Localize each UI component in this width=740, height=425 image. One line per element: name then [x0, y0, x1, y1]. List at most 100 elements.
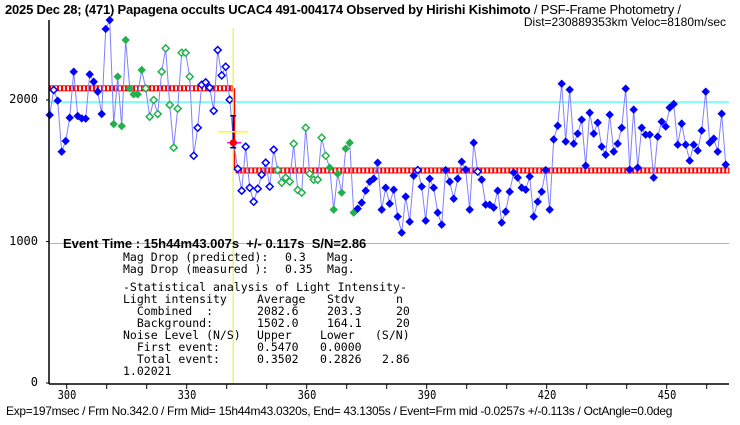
data-point: [265, 182, 275, 192]
data-point: [673, 140, 682, 149]
data-point: [505, 187, 514, 196]
data-point: [689, 140, 698, 149]
background-label: Background:: [123, 316, 214, 330]
footer-info: Exp=197msec / Frm No.342.0 / Frm Mid= 15…: [6, 404, 673, 418]
data-point: [189, 151, 199, 161]
mag-drop-measured-value: 0.35: [285, 262, 313, 276]
first-event-lower: 0.0000: [320, 340, 362, 354]
data-point: [633, 163, 642, 172]
data-point: [613, 139, 622, 148]
data-point: [557, 79, 566, 88]
data-point: [637, 123, 646, 132]
data-point: [585, 108, 594, 117]
data-point: [401, 192, 410, 201]
data-point: [53, 96, 62, 105]
data-point: [489, 203, 498, 212]
stats-heading: -Statistical analysis of Light Intensity…: [123, 280, 407, 294]
combined-data-point: [113, 72, 122, 81]
combined-data-point: [277, 178, 287, 188]
data-point: [469, 138, 478, 147]
data-series: [45, 15, 730, 237]
combined-data-point: [341, 144, 350, 153]
data-point: [81, 114, 90, 123]
mag-unit: Mag.: [327, 262, 355, 276]
data-point: [477, 175, 486, 184]
data-point: [549, 135, 558, 144]
data-point: [473, 167, 483, 177]
data-point: [705, 138, 714, 147]
combined-data-point: [317, 133, 327, 143]
data-point: [445, 177, 454, 186]
data-point: [449, 194, 458, 203]
data-point: [537, 187, 546, 196]
data-point: [73, 111, 82, 121]
data-point: [85, 70, 94, 79]
distance-velocity: Dist=230889353km Veloc=8180m/sec: [523, 15, 726, 29]
data-point: [417, 182, 426, 191]
data-point: [545, 205, 554, 214]
y-tick-label: 2000: [9, 92, 38, 106]
event-markers: [218, 28, 249, 383]
data-point: [61, 136, 70, 146]
data-point: [253, 184, 263, 194]
data-point: [377, 205, 386, 214]
data-point: [361, 186, 370, 195]
data-point: [245, 183, 255, 193]
data-point: [681, 140, 690, 149]
combined-data-point: [149, 95, 159, 105]
data-point: [357, 198, 366, 207]
data-point: [257, 170, 267, 180]
combined-data-point: [121, 35, 130, 45]
data-point: [597, 142, 606, 151]
col-sn: (S/N): [375, 328, 410, 342]
data-point: [653, 132, 662, 141]
data-point: [617, 123, 626, 132]
data-point: [601, 150, 610, 159]
data-point: [57, 147, 66, 156]
data-point: [721, 160, 730, 169]
data-point: [389, 185, 398, 194]
data-point: [221, 62, 231, 72]
data-point: [429, 183, 438, 192]
y-tick-label: 0: [30, 375, 38, 389]
combined-data-point: [145, 112, 155, 122]
combined-data-point: [173, 104, 183, 114]
x-tick-label: 390: [417, 388, 436, 402]
total-event-sn: 2.86: [382, 352, 410, 366]
data-point: [241, 142, 251, 152]
data-point: [553, 121, 562, 130]
data-point: [369, 174, 378, 183]
data-point: [497, 218, 506, 227]
combined-stdv: 203.3: [327, 304, 362, 318]
data-point: [649, 173, 658, 182]
combined-data-point: [325, 163, 334, 172]
col-stdv: Stdv: [327, 292, 355, 306]
data-point: [645, 130, 654, 139]
data-point: [625, 165, 634, 174]
level-line: [48, 85, 233, 92]
event-point: [229, 139, 237, 147]
total-event-lower: 0.2826: [320, 352, 362, 366]
data-point: [581, 161, 590, 170]
data-point: [105, 15, 114, 25]
data-point: [577, 115, 586, 124]
data-point: [453, 174, 462, 183]
photometry-method: / PSF-Frame Photometry /: [530, 2, 681, 17]
data-point: [65, 113, 74, 122]
data-point: [457, 157, 466, 166]
combined-data-point: [289, 139, 299, 149]
combined-data-point: [329, 205, 338, 214]
data-point: [101, 24, 110, 34]
x-tick-label: 360: [297, 388, 316, 402]
data-point: [677, 119, 686, 128]
background-average: 1502.0: [257, 316, 299, 330]
data-point: [225, 95, 235, 105]
first-event-upper: 0.5470: [257, 340, 299, 354]
data-point: [409, 171, 418, 180]
combined-data-point: [185, 72, 195, 82]
col-lower: Lower: [320, 328, 355, 342]
data-point: [425, 174, 434, 183]
data-point: [629, 105, 638, 114]
chart-title: 2025 Dec 28; (471) Papagena occults UCAC…: [5, 2, 681, 17]
data-point: [685, 156, 694, 165]
